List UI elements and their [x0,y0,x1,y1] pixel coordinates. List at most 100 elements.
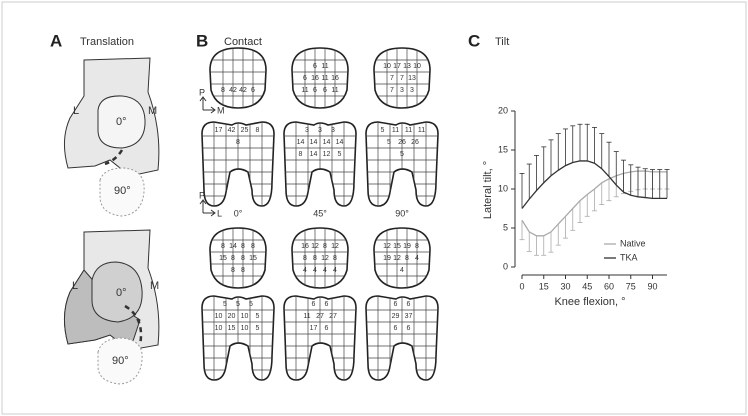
contact-map [365,295,439,381]
orientation-label: L [217,208,222,218]
contact-value: 6 [323,87,327,94]
contact-map [373,47,431,109]
contact-value: 8 [236,139,240,146]
contact-map [365,121,439,207]
x-tick-label: 45 [582,281,592,291]
contact-value: 14 [229,243,237,250]
angle-label: 0° [234,208,243,218]
orientation-arrows [199,96,216,217]
outline [373,47,431,109]
contact-value: 7 [390,87,394,94]
grid [374,228,430,288]
contact-value: 17 [310,325,318,332]
error-bar [526,163,532,200]
contact-value: 12 [393,255,401,262]
contact-map [209,227,267,289]
contact-value: 13 [408,75,416,82]
contact-value: 8 [415,243,419,250]
x-tick-label: 90 [647,281,657,291]
contact-value: 20 [228,313,236,320]
error-bar [555,224,561,246]
contact-value: 6 [407,301,411,308]
error-bar [606,141,612,177]
error-bar [642,168,648,198]
contact-value: 14 [310,151,318,158]
grid [210,228,266,288]
contact-value: 10 [383,63,391,70]
contact-value: 14 [323,139,331,146]
contact-value: 6 [325,325,329,332]
x-axis-label: Knee flexion, ° [554,296,625,308]
orientation-label: P [199,190,205,200]
x-tick-label: 0 [519,281,524,291]
contact-value: 16 [301,243,309,250]
panel-title: Translation [80,36,134,48]
side-label: M [148,105,157,117]
error-bar [599,182,605,206]
error-bar [599,133,605,169]
contact-value: 5 [400,151,404,158]
error-bar [584,123,590,161]
contact-value: 11 [418,127,425,134]
contact-value: 6 [313,63,317,70]
error-bar [548,231,554,253]
contact-value: 8 [241,255,245,262]
contact-value: 3 [305,127,309,134]
panel-letter: C [468,31,480,50]
chart-title: Tilt [495,36,509,48]
outline [291,47,349,109]
error-bar [584,194,590,217]
angle-label: 0° [116,116,127,128]
error-bar [577,123,583,161]
contact-value: 8 [241,267,245,274]
contact-value: 7 [390,75,394,82]
contact-value: 8 [221,87,225,94]
contact-value: 16 [331,75,339,82]
error-bar [628,164,634,196]
contact-value: 42 [228,127,236,134]
grid [210,48,266,108]
contact-value: 5 [338,151,342,158]
contact-value: 12 [383,243,391,250]
contact-value: 14 [336,139,344,146]
angle-label: 90° [395,208,409,218]
panel-letter: B [196,31,208,50]
contact-value: 6 [303,75,307,82]
contact-value: 3 [318,127,322,134]
contact-value: 8 [256,127,260,134]
contact-value: 12 [321,255,329,262]
error-bar [664,169,670,199]
error-bar [606,178,612,202]
outline [373,227,431,289]
error-bar [548,139,554,176]
contact-map [373,227,431,289]
contact-value: 8 [333,255,337,262]
contact-value: 10 [241,325,249,332]
error-bar [534,155,539,191]
contact-value: 4 [400,267,404,274]
contact-value: 8 [405,255,409,262]
error-bar [621,159,626,193]
contact-value: 11 [301,87,308,94]
contact-value: 5 [256,313,260,320]
contact-value: 10 [215,313,223,320]
grid [374,48,430,108]
contact-value: 42 [229,87,237,94]
contact-value: 6 [325,301,329,308]
side-label: L [73,105,79,117]
contact-map [201,121,275,207]
contact-map [201,295,275,381]
contact-value: 42 [239,87,247,94]
contact-value: 5 [256,325,260,332]
grid [292,228,348,288]
y-tick-label: 10 [498,183,508,193]
contact-value: 5 [223,301,227,308]
contact-value: 25 [241,127,249,134]
contact-value: 3 [400,87,404,94]
contact-value: 37 [405,313,413,320]
contact-value: 27 [329,313,337,320]
y-tick-label: 20 [498,105,508,115]
error-bar [526,231,532,252]
error-bar [519,172,525,209]
contact-value: 4 [415,255,419,262]
